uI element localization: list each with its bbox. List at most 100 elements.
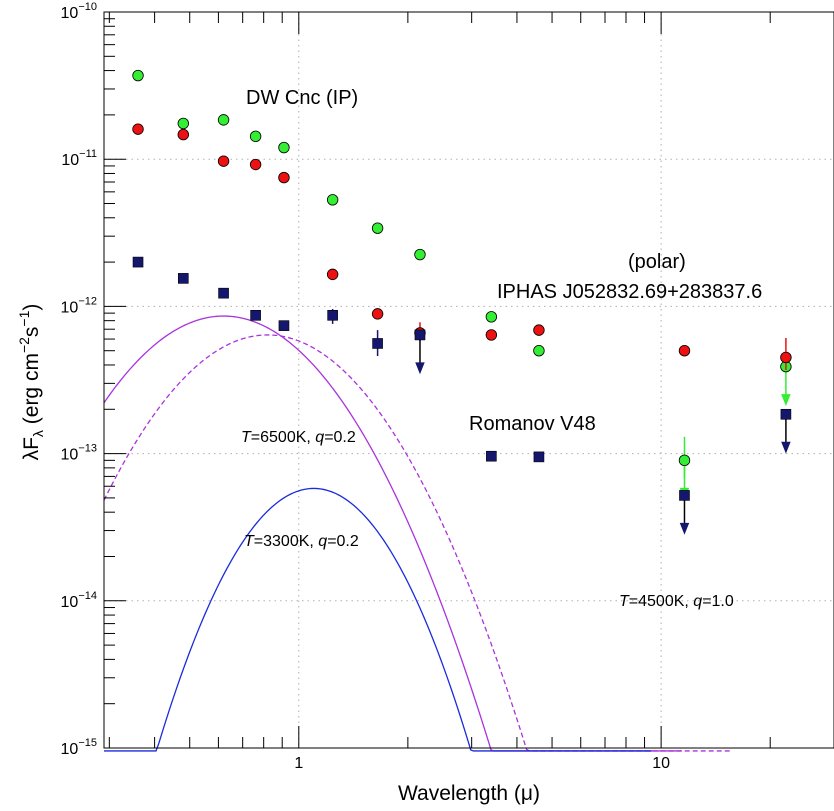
upper-limit-arrow-head xyxy=(415,362,425,375)
data-point-circle xyxy=(533,345,545,357)
model-curves xyxy=(103,315,731,752)
y-tick-label: 10−10 xyxy=(61,1,97,22)
y-tick-exponent: −11 xyxy=(79,148,97,160)
curve-label-eq: = xyxy=(254,533,263,550)
curve-label-t-symbol: T xyxy=(619,593,630,610)
data-point-square xyxy=(780,408,792,420)
curve-label-t-symbol: T xyxy=(241,429,252,446)
data-point-circle xyxy=(326,194,339,206)
curve-label-sep: , xyxy=(309,533,318,550)
y-tick-label: 10−11 xyxy=(61,148,97,169)
data-points xyxy=(132,69,792,535)
y-axis-title: λFλ (erg cm−2s−1) xyxy=(16,304,46,461)
data-point-square xyxy=(177,273,189,284)
y-label-exp1: −2 xyxy=(16,337,32,353)
curve-label-6500k: T=6500K, q=0.2 xyxy=(241,429,356,446)
annotation-romanov: Romanov V48 xyxy=(469,413,596,435)
data-point-square xyxy=(250,310,261,321)
x-tick-label: 1 xyxy=(294,755,303,772)
curve-label-4500k: T=4500K, q=1.0 xyxy=(619,593,734,610)
y-label-exp2: −1 xyxy=(16,310,32,326)
y-tick-base: 10 xyxy=(61,152,79,169)
y-tick-exponent: −12 xyxy=(78,295,97,307)
data-point-circle xyxy=(249,158,262,171)
data-point-circle xyxy=(485,329,498,341)
y-tick-exponent: −10 xyxy=(78,1,97,13)
annotation-iphas: IPHAS J052832.69+283837.6 xyxy=(497,281,762,303)
curve-label-temp: 4500K xyxy=(638,593,685,610)
y-tick-base: 10 xyxy=(61,299,79,316)
upper-limit-arrow-head xyxy=(781,394,791,406)
data-point-circle xyxy=(326,268,339,281)
data-point-square xyxy=(533,451,545,463)
y-tick-exponent: −15 xyxy=(78,737,97,749)
curve-label-q-symbol: q xyxy=(318,533,327,550)
data-point-square xyxy=(679,490,690,501)
data-point-circle xyxy=(249,130,262,143)
plot-frame xyxy=(103,11,834,749)
data-point-circle xyxy=(485,311,498,323)
data-point-square xyxy=(278,320,290,331)
data-point-square xyxy=(327,310,338,321)
data-point-circle xyxy=(678,454,691,467)
curve-label-eq: = xyxy=(702,593,711,610)
curve-label-t-symbol: T xyxy=(244,533,255,550)
data-point-circle xyxy=(132,69,144,82)
data-point-square xyxy=(372,338,383,349)
y-label-close: ) xyxy=(20,304,43,311)
annotation-dw-cnc: DW Cnc (IP) xyxy=(246,87,358,109)
curve-label-eq: = xyxy=(327,533,336,550)
curve-label-q-symbol: q xyxy=(315,429,324,446)
model-curve-4500k xyxy=(103,334,731,752)
data-point-circle xyxy=(177,117,189,130)
y-label-sub: λ xyxy=(30,430,46,437)
data-point-square xyxy=(132,256,144,268)
y-label-s: s xyxy=(20,327,43,338)
data-point-circle xyxy=(278,141,290,154)
curve-label-sep: , xyxy=(684,593,693,610)
curve-label-q: 0.2 xyxy=(334,429,356,446)
y-label-unit: (erg cm xyxy=(20,353,43,430)
curve-label-q: 1.0 xyxy=(712,593,734,610)
data-point-circle xyxy=(533,324,545,336)
upper-limit-arrow-head xyxy=(679,522,690,535)
data-point-circle xyxy=(414,248,426,261)
annotation-polar: (polar) xyxy=(628,251,686,273)
y-tick-label: 10−13 xyxy=(61,443,97,464)
data-point-circle xyxy=(132,123,144,135)
data-point-circle xyxy=(217,114,230,126)
y-tick-exponent: −14 xyxy=(78,590,97,602)
y-tick-base: 10 xyxy=(61,5,79,22)
y-tick-label: 10−12 xyxy=(61,295,97,316)
y-tick-base: 10 xyxy=(61,594,79,611)
axis-ticks xyxy=(104,11,771,749)
x-axis-title: Wavelength (μ) xyxy=(398,782,540,805)
curve-label-eq: = xyxy=(324,429,333,446)
data-point-circle xyxy=(217,155,230,167)
curve-label-sep: , xyxy=(306,429,315,446)
y-tick-base: 10 xyxy=(61,741,79,758)
data-point-circle xyxy=(371,222,384,234)
data-point-circle xyxy=(678,345,691,357)
curve-label-eq: = xyxy=(629,593,638,610)
data-point-square xyxy=(486,450,497,462)
curve-label-3300k: T=3300K, q=0.2 xyxy=(244,533,359,550)
model-curve-3300k xyxy=(104,487,652,752)
y-label-lf: λF xyxy=(20,437,43,460)
y-tick-exponent: −13 xyxy=(78,443,97,455)
curve-label-q: 0.2 xyxy=(337,533,359,550)
y-tick-label: 10−15 xyxy=(61,737,97,758)
curve-label-temp: 3300K xyxy=(263,533,310,550)
x-tick-label: 10 xyxy=(652,755,670,772)
y-tick-label: 10−14 xyxy=(61,590,97,611)
data-point-circle xyxy=(780,351,792,364)
data-point-square xyxy=(218,287,229,299)
data-point-circle xyxy=(371,308,384,320)
data-point-square xyxy=(414,329,426,341)
y-tick-base: 10 xyxy=(61,447,79,464)
upper-limit-arrow-head xyxy=(781,441,791,454)
data-point-circle xyxy=(177,128,189,141)
